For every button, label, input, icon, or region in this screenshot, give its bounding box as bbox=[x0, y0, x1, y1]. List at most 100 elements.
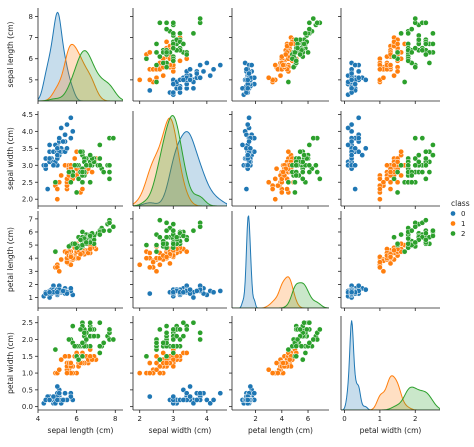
scatter-point-class-0 bbox=[352, 145, 358, 152]
y-tick-label: 3 bbox=[29, 268, 33, 276]
scatter-point-class-2 bbox=[310, 15, 317, 22]
scatter-point-class-0 bbox=[146, 393, 153, 400]
kde-area-class-1 bbox=[232, 276, 329, 308]
scatter-point-class-1 bbox=[377, 264, 383, 271]
scatter-point-class-1 bbox=[380, 268, 387, 275]
scatter-point-class-2 bbox=[430, 227, 436, 234]
scatter-point-class-2 bbox=[170, 350, 177, 356]
scatter-point-class-2 bbox=[293, 172, 300, 179]
scatter-point-class-2 bbox=[423, 230, 429, 237]
legend-marker-class-2 bbox=[450, 230, 456, 237]
scatter-point-class-0 bbox=[348, 138, 355, 145]
scatter-point-class-2 bbox=[394, 169, 401, 175]
scatter-point-class-2 bbox=[405, 30, 412, 37]
scatter-point-class-0 bbox=[50, 162, 57, 169]
cell-plot-area bbox=[232, 215, 329, 308]
kde-area-class-0 bbox=[341, 320, 440, 410]
scatter-point-class-1 bbox=[387, 169, 394, 175]
scatter-point-class-2 bbox=[163, 353, 170, 360]
scatter-point-class-2 bbox=[75, 356, 82, 363]
scatter-point-class-2 bbox=[106, 326, 113, 333]
scatter-point-class-2 bbox=[96, 155, 103, 162]
y-tick-label: 3.0 bbox=[22, 162, 33, 170]
scatter-point-class-1 bbox=[377, 176, 383, 182]
scatter-point-class-2 bbox=[69, 323, 76, 329]
scatter-point-class-2 bbox=[180, 319, 187, 326]
scatter-point-class-0 bbox=[207, 72, 214, 79]
scatter-point-class-1 bbox=[173, 353, 180, 360]
scatter-point-class-2 bbox=[415, 36, 422, 43]
scatter-point-class-0 bbox=[362, 77, 369, 83]
scatter-point-class-2 bbox=[91, 333, 97, 339]
scatter-point-class-1 bbox=[269, 186, 276, 192]
x-tick-label: 1 bbox=[378, 415, 382, 423]
scatter-point-class-2 bbox=[106, 176, 113, 182]
x-tick-label: 4 bbox=[205, 415, 210, 423]
scatter-point-class-0 bbox=[50, 393, 57, 400]
scatter-point-class-2 bbox=[314, 169, 321, 175]
scatter-point-class-0 bbox=[348, 121, 355, 128]
kde-area-class-2 bbox=[38, 50, 123, 101]
x-tick-label: 8 bbox=[113, 415, 117, 423]
scatter-point-class-0 bbox=[42, 162, 49, 169]
scatter-point-class-2 bbox=[299, 356, 306, 363]
y-tick-label: 4.5 bbox=[22, 111, 33, 119]
scatter-point-class-2 bbox=[170, 45, 177, 52]
scatter-point-class-1 bbox=[286, 356, 293, 363]
scatter-point-class-2 bbox=[87, 319, 94, 326]
scatter-point-class-2 bbox=[96, 350, 103, 356]
scatter-point-class-1 bbox=[384, 176, 390, 182]
y-tick-label: 1 bbox=[29, 294, 33, 302]
scatter-point-class-2 bbox=[96, 162, 103, 169]
scatter-point-class-2 bbox=[306, 19, 313, 26]
scatter-point-class-2 bbox=[197, 223, 203, 230]
scatter-point-class-0 bbox=[246, 138, 252, 145]
scatter-point-class-2 bbox=[52, 179, 59, 186]
scatter-point-class-1 bbox=[79, 186, 86, 192]
scatter-point-class-2 bbox=[71, 162, 78, 169]
scatter-point-class-2 bbox=[430, 41, 436, 47]
scatter-point-class-0 bbox=[62, 390, 68, 397]
scatter-point-class-1 bbox=[56, 366, 63, 373]
scatter-point-class-1 bbox=[272, 62, 279, 68]
scatter-point-class-0 bbox=[355, 68, 362, 75]
scatter-point-class-1 bbox=[170, 363, 177, 370]
scatter-point-class-2 bbox=[285, 179, 292, 186]
scatter-point-class-2 bbox=[423, 51, 429, 58]
scatter-point-class-1 bbox=[265, 74, 272, 81]
scatter-point-class-2 bbox=[71, 240, 78, 247]
pairplot-cell-1-3 bbox=[338, 111, 440, 209]
y-tick-label: 7 bbox=[29, 34, 33, 42]
scatter-point-class-1 bbox=[391, 247, 397, 254]
scatter-point-class-2 bbox=[306, 162, 313, 169]
scatter-point-class-2 bbox=[313, 162, 319, 169]
scatter-point-class-2 bbox=[297, 148, 304, 155]
scatter-point-class-0 bbox=[248, 62, 255, 68]
scatter-point-class-0 bbox=[46, 289, 53, 296]
legend-title: class bbox=[451, 199, 470, 208]
scatter-point-class-2 bbox=[183, 326, 190, 333]
scatter-point-class-0 bbox=[46, 142, 53, 148]
scatter-point-class-2 bbox=[96, 319, 103, 326]
scatter-point-class-0 bbox=[345, 142, 351, 148]
scatter-point-class-2 bbox=[69, 172, 76, 179]
scatter-point-class-2 bbox=[423, 217, 429, 224]
scatter-point-class-2 bbox=[405, 57, 412, 64]
scatter-point-class-2 bbox=[143, 353, 150, 360]
scatter-point-class-0 bbox=[64, 290, 70, 297]
scatter-point-class-2 bbox=[163, 329, 170, 336]
pairplot-cell-0-2 bbox=[229, 8, 329, 104]
scatter-point-class-2 bbox=[170, 326, 177, 333]
scatter-point-class-1 bbox=[64, 370, 70, 376]
cell-plot-area bbox=[239, 319, 323, 407]
pairplot-cell-3-1: 2 3 4 bbox=[130, 316, 227, 423]
scatter-point-class-1 bbox=[384, 162, 390, 169]
legend-label-class-0: 0 bbox=[461, 210, 465, 218]
x-tick-label: 4 bbox=[36, 415, 41, 423]
scatter-point-class-2 bbox=[170, 240, 177, 247]
pairplot-cell-2-3 bbox=[338, 211, 440, 311]
scatter-point-class-2 bbox=[173, 333, 180, 339]
scatter-point-class-1 bbox=[380, 74, 387, 81]
scatter-point-class-1 bbox=[170, 356, 177, 363]
scatter-point-class-2 bbox=[143, 242, 150, 248]
